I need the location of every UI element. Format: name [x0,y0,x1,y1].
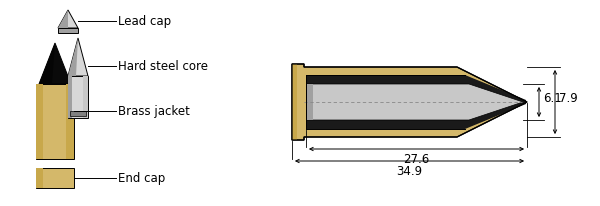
Polygon shape [306,76,526,129]
Text: 34.9: 34.9 [397,164,422,177]
Bar [36,168,43,188]
Bar [68,77,72,118]
Polygon shape [68,39,88,77]
Polygon shape [68,39,78,77]
Bar [36,168,74,188]
Bar [36,85,43,159]
Bar [70,111,86,116]
Text: 6.1: 6.1 [543,92,562,105]
Bar [58,29,78,34]
Bar [83,77,88,118]
Polygon shape [58,11,78,29]
Polygon shape [58,11,68,29]
Text: End cap: End cap [118,172,165,185]
Text: 7.9: 7.9 [559,92,578,105]
Text: Brass jacket: Brass jacket [118,105,190,118]
Polygon shape [39,44,55,85]
Polygon shape [307,85,523,121]
Text: Lead cap: Lead cap [118,15,171,28]
Text: Hard steel core: Hard steel core [118,60,208,73]
Polygon shape [292,65,297,140]
Polygon shape [307,85,313,121]
Bar [68,77,88,118]
Polygon shape [39,44,71,85]
Bar [67,85,74,159]
Bar [36,85,74,159]
Polygon shape [292,65,527,140]
Text: 27.6: 27.6 [403,152,430,165]
